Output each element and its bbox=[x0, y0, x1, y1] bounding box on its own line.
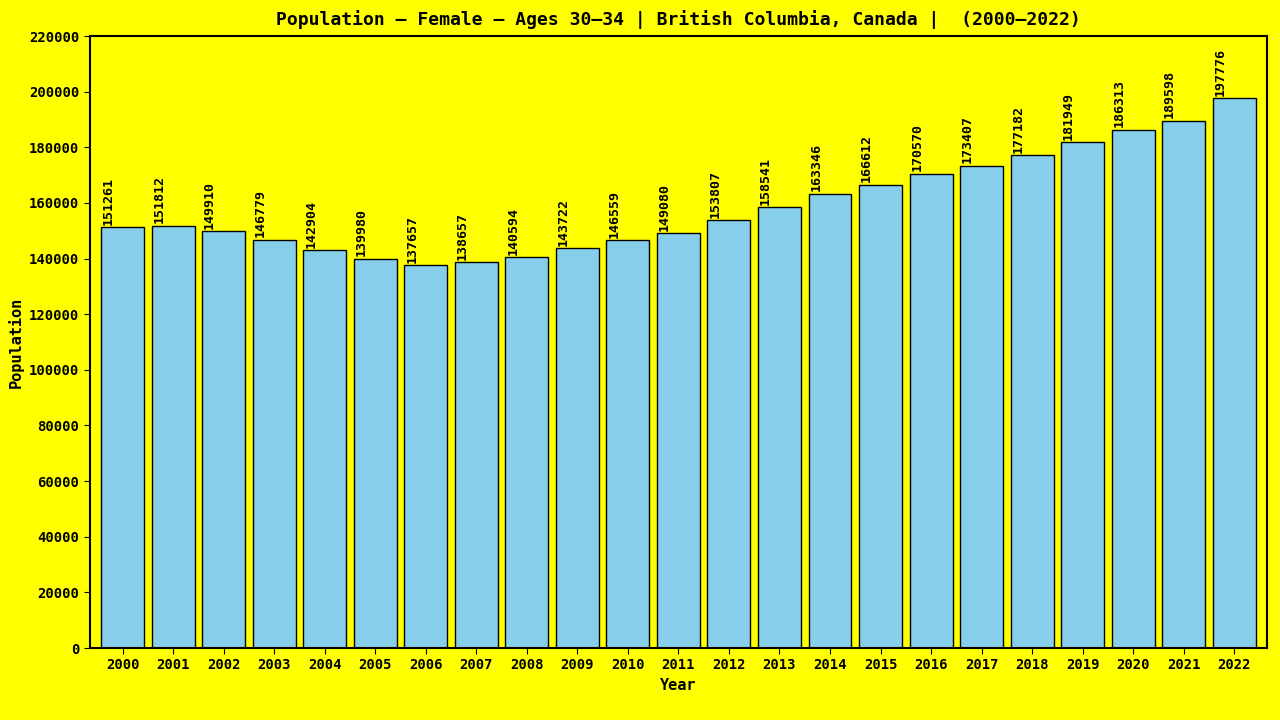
Bar bbox=[353, 258, 397, 648]
Bar bbox=[252, 240, 296, 648]
Bar bbox=[1061, 142, 1105, 648]
Bar bbox=[556, 248, 599, 648]
Bar bbox=[454, 262, 498, 648]
Bar bbox=[758, 207, 801, 648]
Text: 151812: 151812 bbox=[152, 176, 165, 223]
Bar bbox=[101, 228, 145, 648]
Bar bbox=[607, 240, 649, 648]
Text: 186313: 186313 bbox=[1112, 79, 1125, 127]
Text: 149080: 149080 bbox=[658, 183, 671, 231]
X-axis label: Year: Year bbox=[660, 678, 696, 693]
Text: 137657: 137657 bbox=[406, 215, 419, 263]
Text: 197776: 197776 bbox=[1213, 48, 1226, 96]
Text: 166612: 166612 bbox=[860, 135, 873, 182]
Bar bbox=[303, 251, 346, 648]
Text: 143722: 143722 bbox=[557, 198, 570, 246]
Text: 170570: 170570 bbox=[910, 123, 924, 171]
Bar bbox=[859, 184, 902, 648]
Text: 138657: 138657 bbox=[456, 212, 468, 260]
Text: 151261: 151261 bbox=[102, 177, 115, 225]
Text: 149910: 149910 bbox=[204, 181, 216, 229]
Y-axis label: Population: Population bbox=[8, 297, 23, 387]
Bar bbox=[960, 166, 1004, 648]
Bar bbox=[1111, 130, 1155, 648]
Bar bbox=[404, 265, 447, 648]
Text: 140594: 140594 bbox=[507, 207, 520, 255]
Bar bbox=[506, 257, 548, 648]
Text: 142904: 142904 bbox=[305, 200, 317, 248]
Bar bbox=[1011, 155, 1053, 648]
Bar bbox=[657, 233, 700, 648]
Bar bbox=[151, 225, 195, 648]
Bar bbox=[202, 231, 246, 648]
Text: 139980: 139980 bbox=[355, 208, 367, 256]
Text: 146559: 146559 bbox=[608, 190, 621, 238]
Text: 173407: 173407 bbox=[961, 115, 974, 163]
Text: 181949: 181949 bbox=[1062, 91, 1075, 140]
Bar bbox=[809, 194, 851, 648]
Text: 189598: 189598 bbox=[1164, 71, 1176, 118]
Bar bbox=[1212, 98, 1256, 648]
Text: 163346: 163346 bbox=[809, 143, 823, 192]
Text: 177182: 177182 bbox=[1011, 105, 1024, 153]
Text: 153807: 153807 bbox=[708, 170, 722, 218]
Bar bbox=[910, 174, 952, 648]
Bar bbox=[708, 220, 750, 648]
Title: Population – Female – Ages 30–34 | British Columbia, Canada |  (2000–2022): Population – Female – Ages 30–34 | Briti… bbox=[276, 10, 1080, 29]
Bar bbox=[1162, 120, 1206, 648]
Text: 146779: 146779 bbox=[253, 189, 266, 238]
Text: 158541: 158541 bbox=[759, 157, 772, 204]
